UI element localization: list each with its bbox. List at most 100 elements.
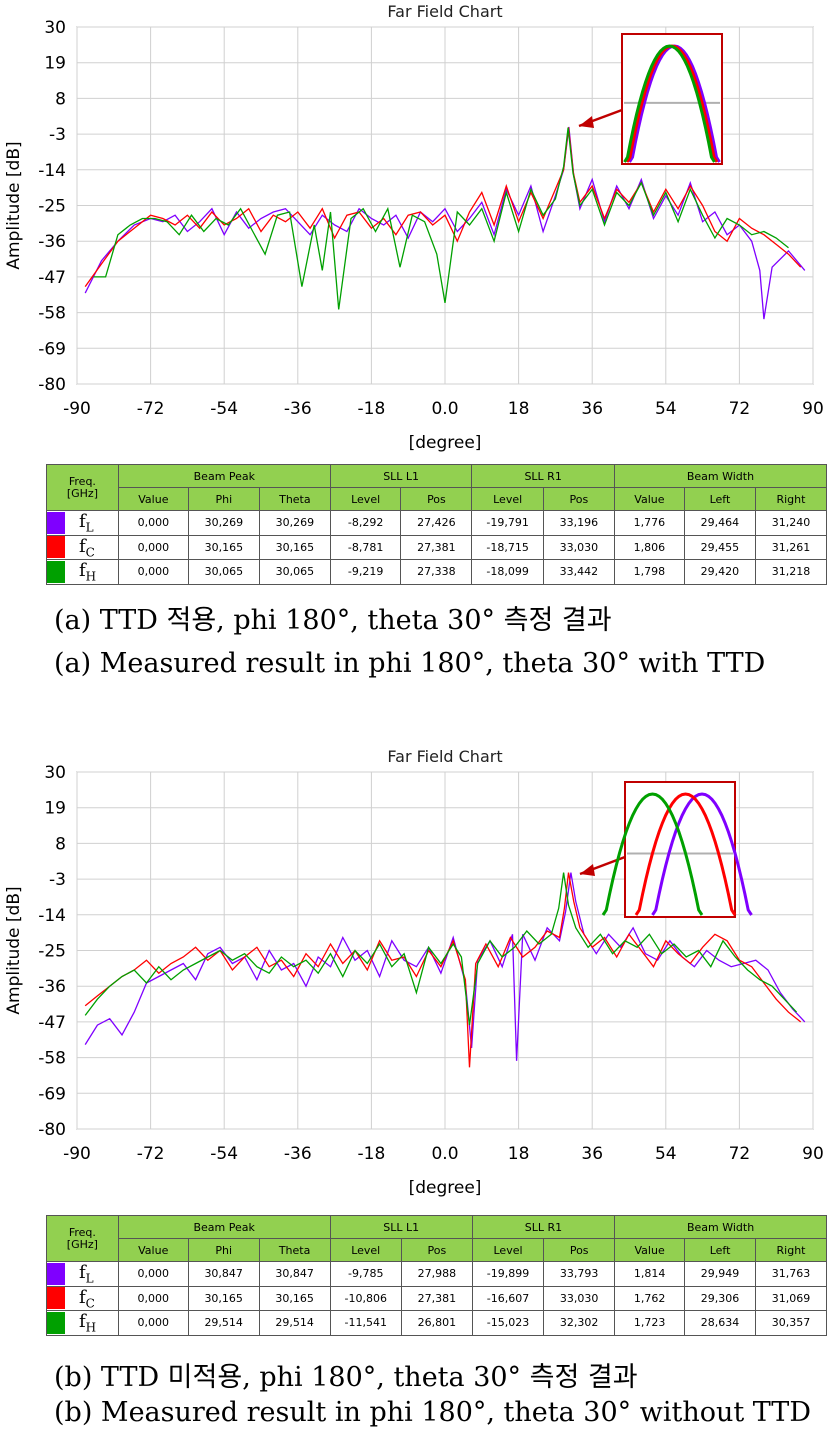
y-tick-label: 8	[55, 89, 66, 109]
y-tick-label: -58	[38, 1049, 66, 1069]
table-cell: 30,269	[187, 510, 260, 536]
table-cell: 30,357	[755, 1310, 827, 1336]
chart-panel-b: Far Field Chart -90 -72 -54 -36 -18 0.0 18 36 54 7…	[0, 745, 827, 1438]
column-header: Value	[117, 487, 189, 511]
group-header: Beam Peak	[117, 464, 331, 488]
x-tick-label: 18	[508, 1144, 530, 1164]
freq-header: Freq. [GHz]	[46, 464, 119, 511]
y-tick-label: -3	[49, 125, 66, 145]
far-field-chart-a: Far Field Chart -90 -72 -54 -36 -18 0.0 18 36 54 7…	[4, 2, 824, 453]
results-table-b: Freq. [GHz] Beam Peak SLL L1 SLL R1 Beam Widt…	[46, 1215, 827, 1336]
y-tick-label: -80	[38, 375, 66, 395]
table-cell: 26,801	[400, 1310, 473, 1336]
y-tick-label: -14	[38, 906, 66, 926]
y-tick-label: -25	[38, 197, 66, 217]
caption-kr: (a) TTD 적용, phi 180°, theta 30° 측정 결과	[54, 605, 612, 636]
results-table-a: Freq. [GHz] Beam Peak SLL L1 SLL R1 Beam Widt…	[46, 464, 827, 585]
x-tick-label: -54	[210, 399, 238, 419]
chart-title: Far Field Chart	[387, 747, 502, 766]
table-row: fH 0,000 30,065 30,065 -9,219 27,338 -18,099 33…	[46, 559, 827, 585]
caption-kr: (b) TTD 미적용, phi 180°, theta 30° 측정 결과	[54, 1362, 638, 1393]
group-header: SLL L1	[329, 464, 473, 488]
table-cell: 33,442	[542, 559, 615, 585]
column-header: Value	[117, 1238, 189, 1262]
x-tick-label: 72	[729, 399, 751, 419]
series-color-swatch	[47, 511, 65, 534]
column-header: Phi	[187, 1238, 260, 1262]
far-field-chart-b: Far Field Chart -90 -72 -54 -36 -18 0.0 18 36 54 7…	[4, 747, 824, 1198]
frequency-symbol: fC	[79, 535, 95, 560]
zoom-arrowhead	[580, 864, 595, 876]
y-tick-label: -25	[38, 942, 66, 962]
table-cell: 30,847	[258, 1261, 331, 1287]
column-header: Theta	[258, 1238, 331, 1262]
table-cell: 30,065	[258, 559, 331, 585]
column-header: Level	[471, 1238, 545, 1262]
column-header: Pos	[542, 487, 615, 511]
series-line	[84, 872, 802, 1068]
table-cell: 31,069	[755, 1285, 827, 1312]
table-cell: 33,030	[543, 1285, 616, 1312]
y-tick-label: 8	[55, 834, 66, 854]
frequency-symbol: fC	[79, 1286, 95, 1311]
caption-en: (a) Measured result in phi 180°, theta 3…	[54, 648, 766, 679]
table-cell: 30,165	[187, 1285, 260, 1312]
x-tick-label: -90	[63, 399, 91, 419]
y-tick-label: -36	[38, 977, 66, 997]
x-tick-label: 36	[581, 1144, 603, 1164]
table-cell: 29,464	[683, 510, 756, 536]
x-tick-label: -18	[358, 1144, 386, 1164]
table-cell: 29,306	[684, 1285, 756, 1312]
frequency-symbol: fH	[79, 1311, 97, 1335]
column-header: Pos	[400, 487, 473, 511]
table-cell: -15,023	[471, 1310, 545, 1336]
x-tick-label: -72	[137, 1144, 165, 1164]
column-header: Level	[329, 1238, 402, 1262]
zoom-arrowhead	[579, 116, 594, 128]
x-tick-label: 36	[581, 399, 603, 419]
column-header: Phi	[187, 487, 260, 511]
table-cell: -19,791	[471, 510, 544, 536]
column-header: Right	[754, 487, 827, 511]
column-header: Value	[614, 1238, 686, 1262]
table-cell: 27,988	[400, 1261, 473, 1287]
table-cell: 30,065	[187, 559, 260, 585]
x-tick-label: 90	[802, 399, 824, 419]
table-cell: 30,847	[187, 1261, 260, 1287]
table-cell: 27,381	[400, 1285, 473, 1312]
table-cell: -19,899	[471, 1261, 545, 1287]
y-tick-label: 30	[44, 763, 66, 783]
x-tick-label: -36	[284, 1144, 312, 1164]
table-cell: 30,269	[258, 510, 331, 536]
series-color-swatch	[47, 536, 65, 559]
table-cell: 30,165	[258, 534, 331, 561]
zoom-inset	[621, 33, 723, 165]
y-tick-label: -3	[49, 870, 66, 890]
table-cell: 33,030	[542, 534, 615, 561]
inset-series-line	[634, 792, 737, 916]
table-cell: 31,261	[754, 534, 827, 561]
group-header: Beam Width	[614, 1215, 827, 1239]
x-tick-label: 90	[802, 1144, 824, 1164]
series-line	[84, 127, 802, 287]
y-tick-label: 30	[44, 18, 66, 38]
x-tick-label: 0.0	[431, 1144, 458, 1164]
table-cell: 30,165	[258, 1285, 331, 1312]
table-cell: -18,715	[471, 534, 544, 561]
series-color-swatch	[47, 1311, 65, 1334]
table-cell: -9,219	[329, 559, 402, 585]
column-header: Left	[683, 487, 756, 511]
y-tick-label: -36	[38, 232, 66, 252]
y-tick-label: 19	[44, 54, 66, 74]
chart-title: Far Field Chart	[387, 2, 502, 21]
x-tick-label: 0.0	[431, 399, 458, 419]
table-cell: 0,000	[117, 534, 189, 561]
table-row: fL 0,000 30,269 30,269 -8,292 27,426 -19,791 33…	[46, 510, 827, 536]
group-header: SLL L1	[329, 1215, 473, 1239]
y-tick-label: 19	[44, 799, 66, 819]
x-tick-label: -36	[284, 399, 312, 419]
frequency-symbol: fL	[79, 1262, 94, 1286]
y-tick-label: -14	[38, 161, 66, 181]
table-cell: -18,099	[471, 559, 544, 585]
series-color-swatch	[47, 1287, 65, 1310]
